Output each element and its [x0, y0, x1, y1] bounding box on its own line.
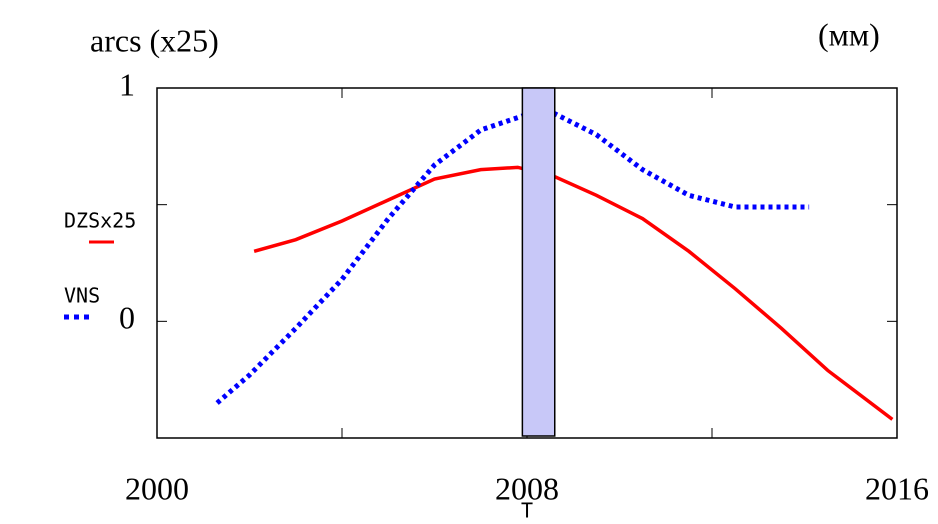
highlight-band	[521, 87, 556, 437]
x-tick-label: 2016	[865, 470, 929, 506]
x-tick-label: 2008	[495, 470, 559, 506]
y-tick-label: 1	[119, 66, 135, 102]
y-tick-label: 0	[119, 300, 135, 336]
legend-label: VNS	[64, 284, 100, 308]
y-axis-title: arcs (x25)	[90, 22, 219, 58]
series-line	[215, 111, 810, 405]
unit-label: (мм)	[818, 16, 880, 52]
x-tick-label: 2000	[125, 470, 189, 506]
legend-label: DZSx25	[64, 209, 136, 233]
series-line	[253, 165, 894, 421]
x-axis-title: T	[521, 499, 533, 523]
